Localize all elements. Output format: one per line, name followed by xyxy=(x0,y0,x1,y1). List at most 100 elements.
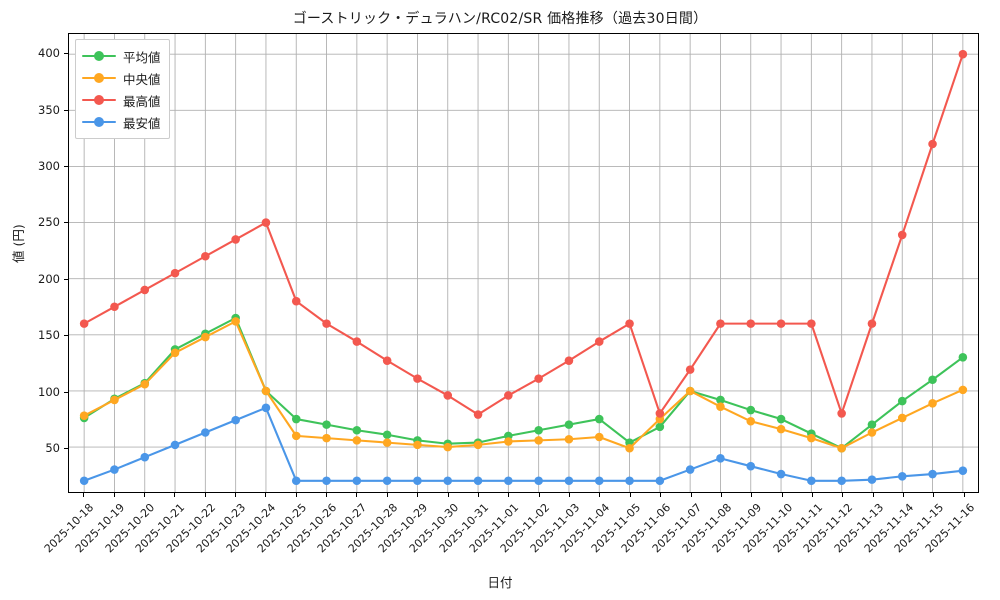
data-point-marker xyxy=(443,442,453,452)
x-tick-mark xyxy=(295,493,297,497)
data-point-marker xyxy=(807,433,816,443)
data-point-marker xyxy=(928,139,937,149)
x-tick-mark xyxy=(660,493,662,497)
data-point-marker xyxy=(382,438,392,447)
data-point-marker xyxy=(837,409,846,418)
x-tick-mark xyxy=(781,493,783,497)
data-point-marker xyxy=(958,49,968,59)
data-point-marker xyxy=(201,332,210,342)
legend-item[interactable]: 平均値 xyxy=(82,45,161,67)
data-point-marker xyxy=(322,433,331,443)
data-point-marker xyxy=(776,469,786,479)
legend-swatch-icon xyxy=(82,50,116,62)
chart-legend: 平均値中央値最高値最安値 xyxy=(75,39,170,139)
data-point-marker xyxy=(140,285,150,295)
legend-dot-icon xyxy=(94,95,104,105)
data-point-marker xyxy=(291,296,301,306)
data-point-marker xyxy=(231,317,240,326)
y-axis-label: 値 (円) xyxy=(11,224,26,263)
data-point-marker xyxy=(79,411,89,420)
data-point-marker xyxy=(564,434,574,444)
x-tick-mark xyxy=(143,493,145,497)
data-point-marker xyxy=(322,476,331,486)
data-point-marker xyxy=(534,476,543,486)
data-point-marker xyxy=(352,337,362,346)
data-point-marker xyxy=(413,374,422,383)
data-point-marker xyxy=(564,420,574,429)
data-point-marker xyxy=(837,476,846,486)
data-point-marker xyxy=(958,466,968,475)
x-tick-mark xyxy=(356,493,358,497)
data-point-marker xyxy=(625,443,634,453)
data-point-marker xyxy=(564,476,574,486)
data-point-marker xyxy=(928,399,937,408)
y-tick-label: 100 xyxy=(38,384,60,399)
x-tick-mark xyxy=(690,493,692,497)
data-point-marker xyxy=(170,268,180,278)
data-point-marker xyxy=(594,414,604,424)
x-tick-mark xyxy=(963,493,965,497)
data-point-marker xyxy=(928,469,937,479)
data-point-marker xyxy=(685,365,695,374)
series-line xyxy=(83,316,964,450)
x-tick-mark xyxy=(83,493,85,497)
data-point-marker xyxy=(594,476,604,486)
data-point-marker xyxy=(504,437,513,446)
y-tick-mark xyxy=(64,391,68,393)
x-tick-mark xyxy=(417,493,419,497)
data-point-marker xyxy=(261,403,271,413)
y-tick-mark xyxy=(64,335,68,337)
legend-dot-icon xyxy=(94,117,104,127)
y-tick-label: 150 xyxy=(38,328,60,343)
legend-label: 最高値 xyxy=(123,93,161,109)
legend-label: 中央値 xyxy=(123,71,161,87)
data-point-marker xyxy=(655,409,665,418)
data-point-marker xyxy=(958,353,968,362)
data-point-marker xyxy=(928,375,937,385)
x-tick-mark xyxy=(447,493,449,497)
x-tick-mark xyxy=(538,493,540,497)
y-tick-mark xyxy=(64,222,68,224)
data-point-marker xyxy=(110,465,119,474)
data-point-marker xyxy=(231,235,240,244)
data-point-marker xyxy=(291,476,301,486)
y-tick-mark xyxy=(64,278,68,280)
data-point-marker xyxy=(897,230,907,240)
y-tick-label: 350 xyxy=(38,102,60,117)
data-point-marker xyxy=(594,432,604,442)
data-point-marker xyxy=(716,319,725,328)
y-tick-label: 50 xyxy=(45,440,60,455)
data-point-marker xyxy=(140,379,150,389)
data-point-marker xyxy=(322,420,331,429)
y-tick-label: 400 xyxy=(38,46,60,61)
legend-dot-icon xyxy=(94,73,104,83)
grid-lines xyxy=(69,34,978,492)
data-point-marker xyxy=(352,476,362,486)
data-point-marker xyxy=(170,348,180,358)
data-point-marker xyxy=(776,319,786,328)
data-point-marker xyxy=(897,396,907,406)
data-point-marker xyxy=(564,356,574,365)
legend-item[interactable]: 最高値 xyxy=(82,89,161,111)
x-tick-mark xyxy=(599,493,601,497)
data-point-marker xyxy=(807,319,816,328)
x-tick-mark xyxy=(720,493,722,497)
data-point-marker xyxy=(655,476,665,486)
x-tick-mark xyxy=(477,493,479,497)
data-point-marker xyxy=(534,436,543,445)
legend-label: 最安値 xyxy=(123,115,161,131)
y-tick-label: 250 xyxy=(38,215,60,230)
data-point-marker xyxy=(746,461,756,471)
legend-swatch-icon xyxy=(82,72,116,84)
legend-item[interactable]: 最安値 xyxy=(82,111,161,133)
data-point-marker xyxy=(625,476,634,486)
data-point-marker xyxy=(776,414,786,424)
data-point-marker xyxy=(776,424,786,434)
y-tick-mark xyxy=(64,447,68,449)
data-point-marker xyxy=(746,405,756,415)
series-line xyxy=(83,53,964,416)
x-tick-mark xyxy=(872,493,874,497)
data-point-marker xyxy=(594,337,604,346)
data-point-marker xyxy=(382,356,392,365)
legend-item[interactable]: 中央値 xyxy=(82,67,161,89)
